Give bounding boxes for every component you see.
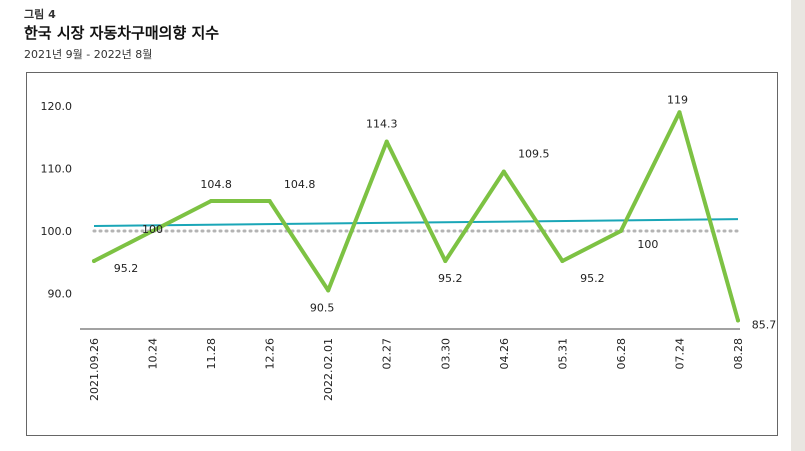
data-point (736, 318, 740, 323)
x-tick-label: 08.28 (732, 338, 745, 370)
data-label: 95.2 (114, 262, 139, 275)
data-label: 119 (667, 93, 688, 106)
trend-line (93, 218, 739, 227)
data-point (677, 110, 682, 115)
chart-title: 한국 시장 자동차구매의향 지수 (24, 24, 220, 42)
x-tick-label: 07.24 (673, 338, 686, 370)
data-point (267, 199, 272, 203)
y-tick-label: 120.0 (41, 100, 73, 113)
x-tick-label: 2021.09.26 (88, 338, 101, 401)
x-tick-label: 06.28 (615, 338, 628, 370)
data-point (618, 229, 623, 233)
y-tick-label: 90.0 (48, 288, 73, 301)
x-tick-label: 05.31 (556, 338, 569, 370)
x-tick-label: 02.27 (381, 338, 394, 370)
data-label: 104.8 (200, 178, 232, 191)
data-point (560, 259, 565, 263)
chart-subtitle: 2021년 9월 - 2022년 8월 (24, 48, 153, 61)
data-label: 114.3 (366, 118, 398, 131)
series-line (92, 110, 740, 323)
data-point (209, 199, 214, 203)
y-tick-label: 100.0 (41, 225, 73, 238)
data-label: 95.2 (438, 272, 463, 285)
data-label: 95.2 (580, 272, 605, 285)
x-tick-label: 2022.02.01 (322, 338, 335, 401)
data-label: 90.5 (310, 301, 335, 314)
data-label: 100 (142, 223, 163, 236)
data-point (443, 259, 448, 263)
figure-number: 그림 4 (24, 8, 56, 21)
x-tick-label: 12.26 (264, 338, 277, 370)
data-point (326, 288, 331, 293)
y-tick-label: 110.0 (41, 163, 73, 176)
x-tick-label: 10.24 (147, 338, 160, 370)
data-point (384, 139, 389, 144)
data-label: 100 (637, 238, 658, 251)
page-edge-strip (791, 0, 805, 451)
x-tick-label: 03.30 (439, 338, 452, 370)
x-tick-label: 04.26 (498, 338, 511, 370)
data-point (150, 229, 155, 233)
data-label: 85.7 (752, 318, 777, 331)
data-label: 104.8 (284, 178, 316, 191)
data-point (92, 259, 96, 263)
x-tick-label: 11.28 (205, 338, 218, 370)
data-point (501, 169, 506, 174)
chart-frame (26, 72, 778, 436)
data-label: 109.5 (518, 148, 550, 161)
